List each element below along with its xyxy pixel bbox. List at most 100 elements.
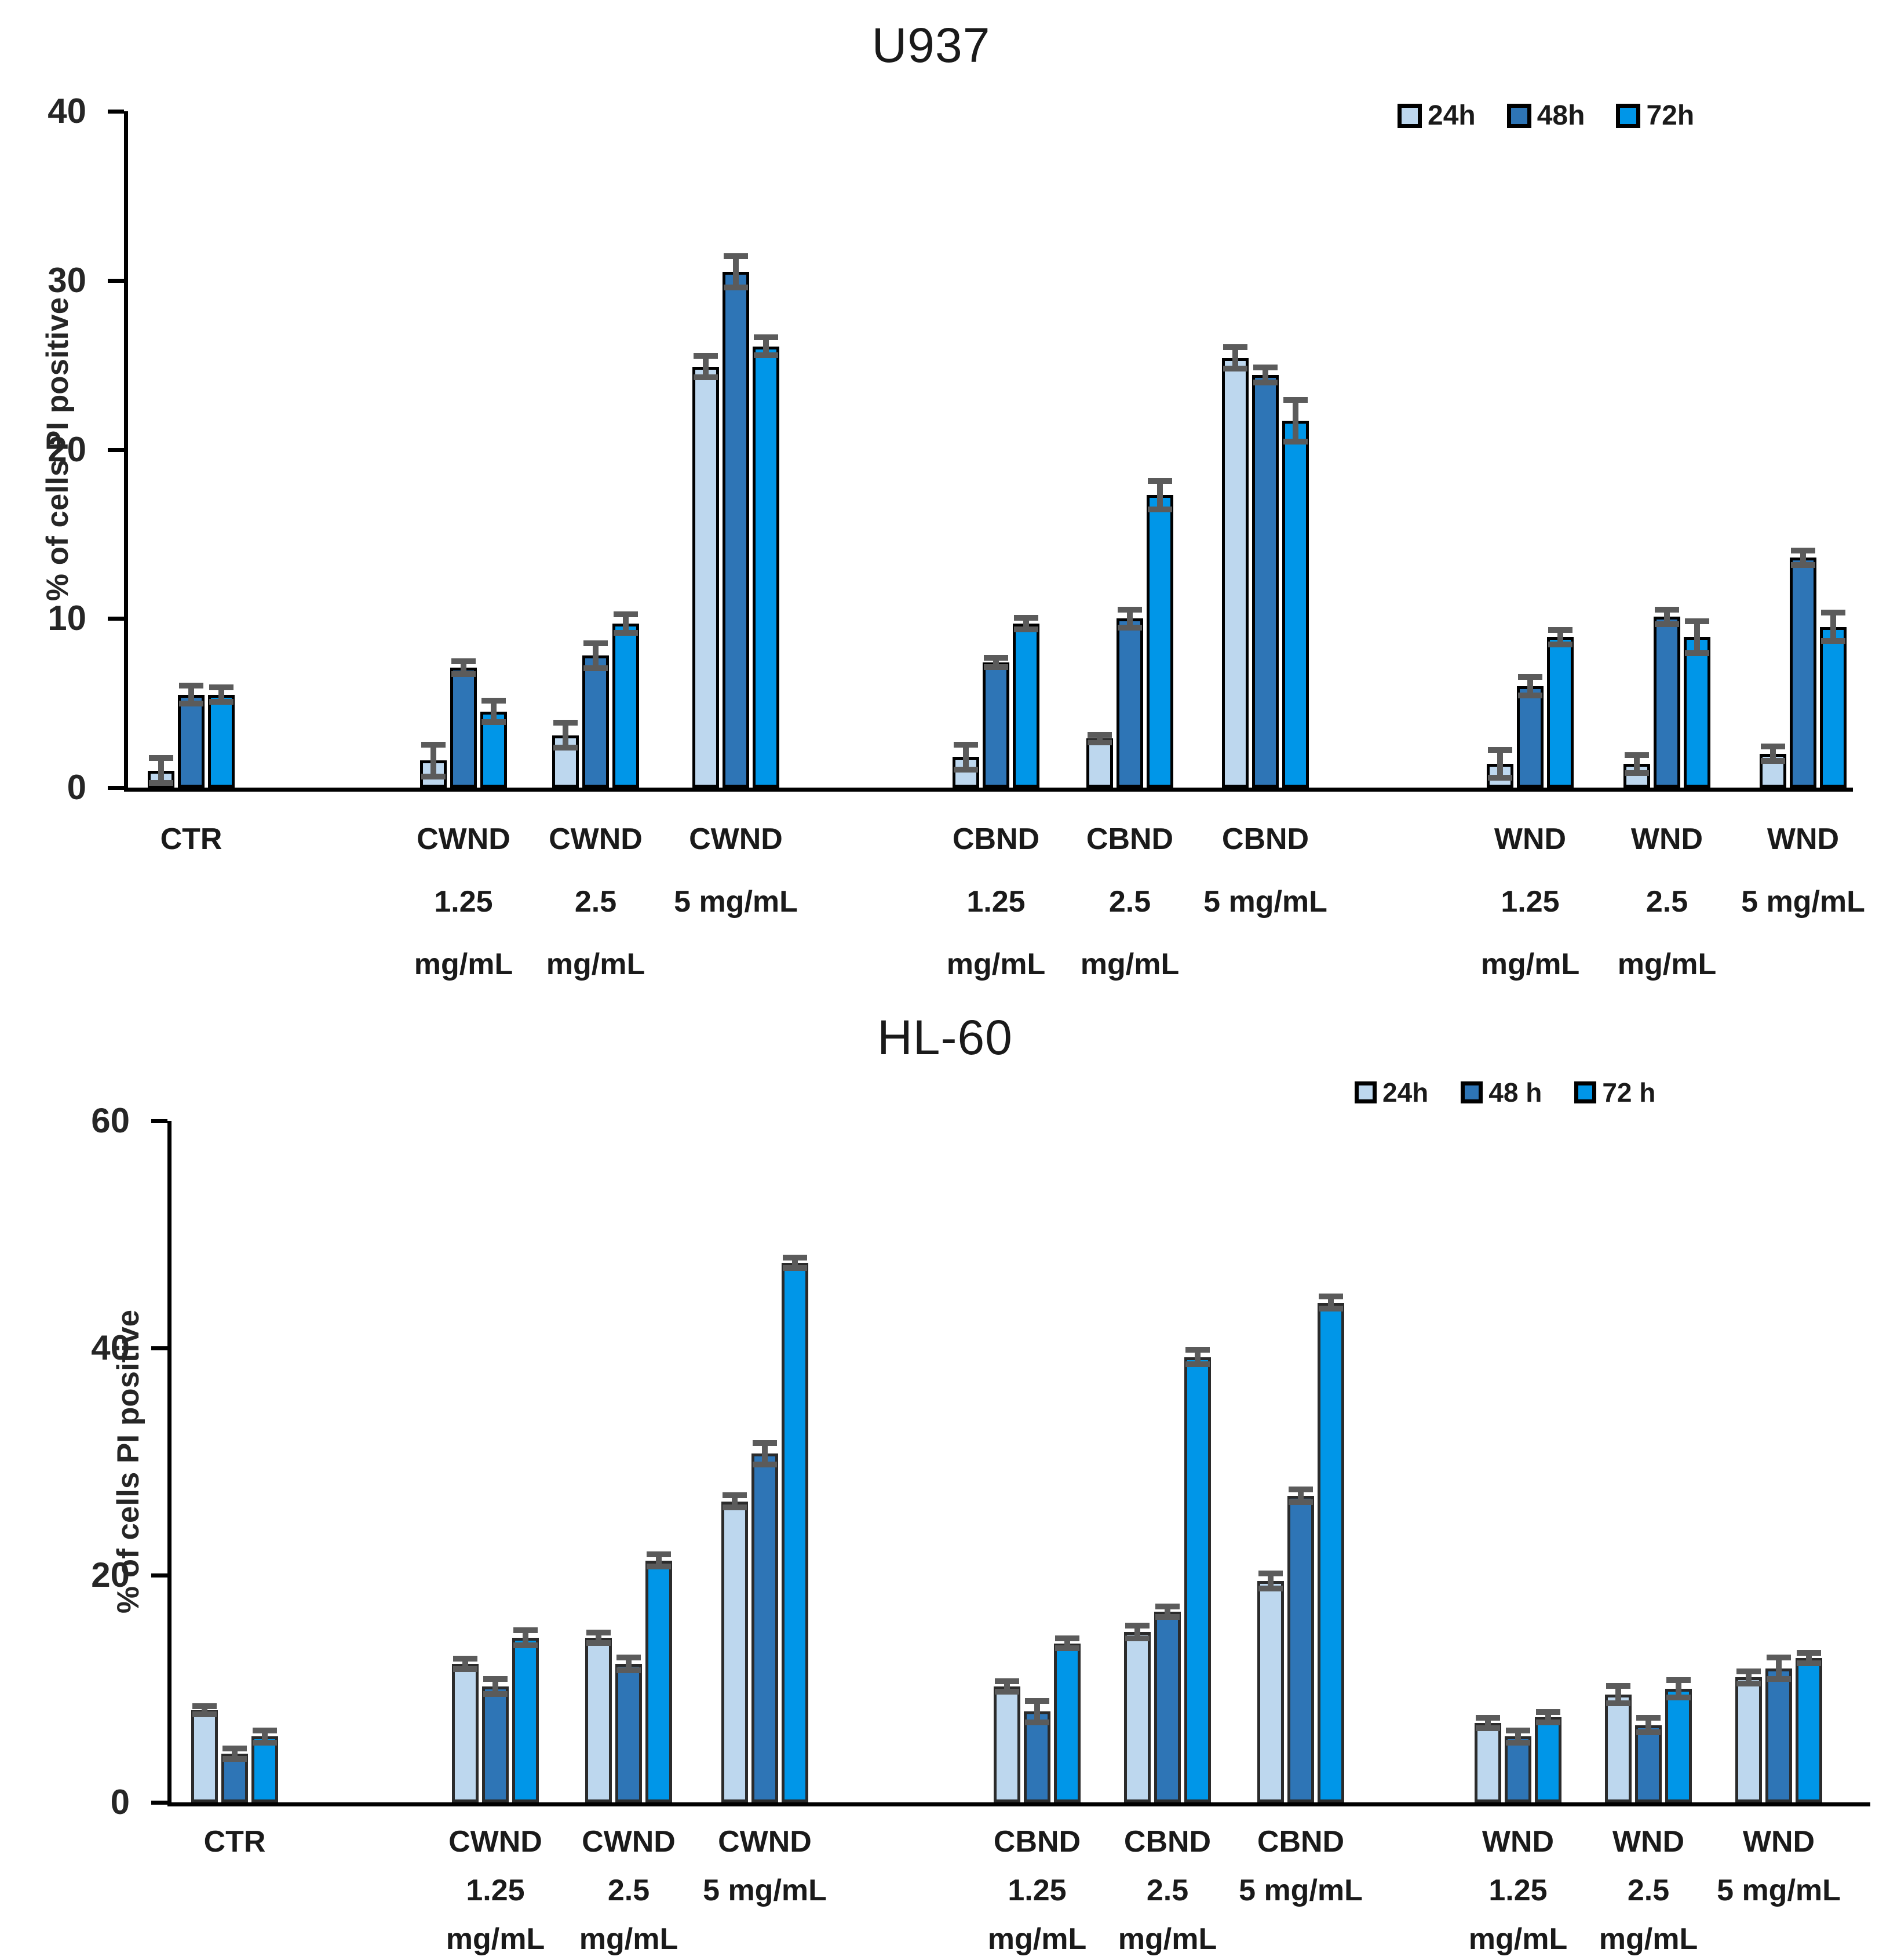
error-bar-cap-bottom (1791, 562, 1815, 568)
legend-item: 72 h (1574, 1077, 1655, 1108)
error-bar-cap-top (1625, 752, 1649, 758)
y-tick (108, 278, 124, 283)
error-bar-cap-top (954, 742, 978, 748)
bar-24h (1086, 738, 1113, 788)
error-bar-stem (461, 661, 466, 674)
error-bar-cap-top (583, 640, 608, 646)
error-bar-cap-bottom (421, 773, 446, 779)
x-category-label-line: 1.25 (966, 885, 1026, 919)
error-bar-cap-bottom (192, 1711, 217, 1718)
bar-24h (1222, 358, 1249, 788)
x-category-label-line: 2.5 (607, 1874, 650, 1907)
x-category-label-line: mg/mL (579, 1922, 678, 1956)
error-bar-stem (1557, 630, 1563, 644)
error-bar-cap-bottom (209, 699, 233, 705)
legend: 24h 48h 72h (1398, 100, 1694, 132)
x-category-label-line: 1.25 (1488, 1874, 1548, 1907)
y-tick (108, 786, 124, 790)
bar-48h (1287, 1495, 1314, 1802)
y-tick (151, 1801, 167, 1805)
error-bar-cap-top (1283, 396, 1308, 403)
error-bar-cap-top (984, 654, 1008, 661)
error-bar-stem (1293, 400, 1298, 441)
legend-label: 72 h (1602, 1077, 1656, 1107)
x-category-label-line: 2.5 (1646, 885, 1688, 919)
error-bar-cap-top (1258, 1571, 1283, 1577)
y-axis-line (167, 1121, 172, 1806)
bar-24h (585, 1637, 612, 1802)
error-bar-stem (1746, 1671, 1752, 1684)
legend-item: 48 h (1461, 1077, 1542, 1108)
error-bar-stem (1263, 368, 1268, 382)
error-bar-stem (202, 1707, 207, 1714)
legend-label: 24h (1428, 100, 1476, 131)
error-bar-cap-bottom (451, 671, 476, 677)
y-tick (151, 1573, 167, 1578)
error-bar-stem (703, 356, 709, 377)
error-bar-cap-bottom (1606, 1700, 1630, 1706)
error-bar-stem (963, 745, 969, 769)
error-bar-stem (1615, 1686, 1621, 1703)
x-category-label-line: CWND (689, 822, 783, 856)
x-category-label-line: CWND (582, 1825, 676, 1859)
error-bar-stem (1664, 610, 1670, 624)
bar-24h (1475, 1722, 1501, 1802)
error-bar-stem (732, 1495, 738, 1507)
error-bar-cap-top (209, 684, 233, 690)
error-bar-cap-bottom (724, 285, 748, 291)
bar-48h (1635, 1725, 1662, 1802)
error-bar-stem (1328, 1296, 1334, 1309)
error-bar-stem (593, 644, 599, 668)
error-bar-cap-bottom (453, 1666, 477, 1672)
error-bar-cap-top (1476, 1714, 1500, 1721)
x-category-label-line: 1.25 (466, 1874, 525, 1907)
error-bar-cap-bottom (1767, 1676, 1791, 1682)
bar-72h (612, 624, 639, 788)
x-category-label-line: CBND (1257, 1825, 1345, 1859)
x-axis-line (124, 788, 1853, 792)
bar-48h (1765, 1668, 1792, 1802)
legend-item: 24h (1398, 100, 1476, 132)
x-category-label-line: CWND (549, 822, 643, 856)
error-bar-stem (430, 745, 436, 776)
error-bar-stem (262, 1731, 268, 1743)
error-bar-cap-top (553, 720, 578, 726)
y-tick-label: 30 (48, 260, 86, 300)
error-bar-cap-top (754, 334, 778, 340)
y-tick-label: 0 (67, 768, 86, 807)
error-bar-cap-bottom (723, 1504, 747, 1511)
y-tick-label: 40 (48, 92, 86, 130)
bar-24h (1257, 1580, 1284, 1802)
error-bar-cap-top (1125, 1623, 1150, 1629)
chart-hl60: HL-60 % of cells PI positive 24h 48 h 72 h… (0, 985, 1879, 1960)
legend-swatch-icon (1574, 1081, 1597, 1103)
error-bar-stem (1195, 1350, 1201, 1364)
bar-24h (1124, 1632, 1151, 1802)
error-bar-cap-top (222, 1745, 247, 1751)
bar-72h (1684, 637, 1710, 788)
x-category-label-line: mg/mL (546, 948, 645, 981)
error-bar-cap-top (1223, 344, 1247, 351)
error-bar-cap-bottom (1088, 739, 1112, 746)
error-bar-cap-top (149, 755, 173, 762)
error-bar-cap-top (1655, 606, 1679, 613)
x-category-label-line: 2.5 (1146, 1874, 1189, 1907)
error-bar-cap-bottom (1253, 379, 1278, 385)
error-bar-cap-top (1606, 1683, 1630, 1689)
error-bar-cap-top (179, 682, 203, 688)
legend-label: 48 h (1488, 1077, 1542, 1107)
y-tick (108, 110, 124, 114)
error-bar-stem (1830, 613, 1836, 641)
error-bar-stem (1800, 551, 1806, 564)
error-bar-stem (623, 615, 629, 632)
bar-72h (1184, 1357, 1211, 1802)
y-tick-label: 0 (110, 1783, 130, 1821)
error-bar-cap-top (753, 1440, 777, 1446)
bar-48h (450, 667, 477, 788)
y-tick (151, 1346, 167, 1350)
bar-48h (723, 272, 749, 788)
error-bar-cap-bottom (1761, 758, 1785, 764)
error-bar-stem (1515, 1731, 1521, 1743)
x-category-label-line: mg/mL (1118, 1922, 1217, 1956)
error-bar-cap-bottom (586, 1640, 611, 1646)
